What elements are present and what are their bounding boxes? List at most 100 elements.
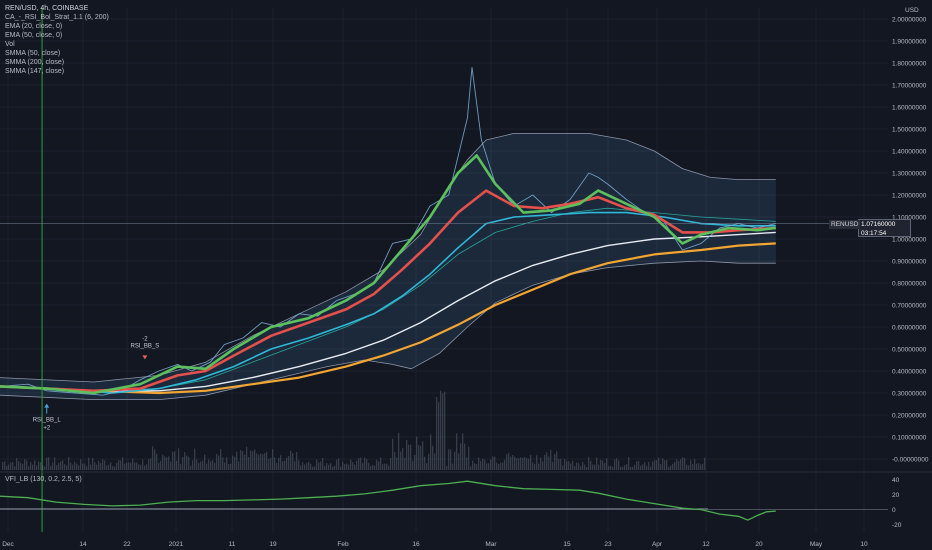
volume-bar <box>418 445 420 470</box>
volume-bar <box>128 462 130 470</box>
volume-bar <box>474 463 476 470</box>
legend-item[interactable]: SMMA (147, close) <box>5 68 65 75</box>
volume-bar <box>118 460 120 470</box>
legend-item[interactable]: EMA (20, close, 0) <box>5 23 63 30</box>
volume-bar <box>662 458 664 470</box>
volume-bar <box>374 465 376 470</box>
vfi-tick-label: 40 <box>892 477 900 484</box>
legend-item[interactable]: EMA (50, close, 0) <box>5 32 63 39</box>
volume-bar <box>674 461 676 470</box>
x-tick-label: 23 <box>604 541 612 548</box>
volume-bar <box>276 462 278 470</box>
volume-bar <box>26 460 28 470</box>
legend-item[interactable]: CA_-_RSI_Bol_Strat_1.1 (6, 200) <box>5 14 109 21</box>
volume-bar <box>528 458 530 470</box>
volume-bar <box>312 466 314 470</box>
volume-bar <box>678 461 680 470</box>
y-tick-label: 0.90000000 <box>892 259 927 266</box>
volume-bar <box>400 451 402 470</box>
volume-bar <box>140 464 142 470</box>
volume-bar <box>84 463 86 470</box>
volume-bar <box>266 451 268 470</box>
volume-bar <box>512 454 514 470</box>
y-tick-label: 1.00000000 <box>892 237 927 244</box>
volume-bar <box>540 457 542 470</box>
volume-bar <box>282 461 284 470</box>
volume-bar <box>466 457 468 470</box>
volume-bar <box>648 462 650 470</box>
volume-bar <box>454 451 456 470</box>
legend-item[interactable]: SMMA (200, close) <box>5 59 65 66</box>
volume-bar <box>608 466 610 470</box>
volume-bar <box>698 463 700 470</box>
volume-bar <box>278 457 280 470</box>
volume-bar <box>688 465 690 470</box>
volume-bar <box>144 465 146 470</box>
volume-bar <box>58 462 60 470</box>
volume-bar <box>426 463 428 470</box>
volume-bar <box>628 457 630 470</box>
volume-bar <box>160 460 162 470</box>
volume-bar <box>82 463 84 470</box>
volume-bar <box>700 464 702 470</box>
volume-bar <box>544 454 546 470</box>
volume-bar <box>72 464 74 470</box>
y-tick-label: 1.60000000 <box>892 105 927 112</box>
y-tick-label: 1.40000000 <box>892 149 927 156</box>
x-tick-label: Feb <box>337 541 349 548</box>
legend-item[interactable]: Vol <box>5 41 15 48</box>
annotation-value: -2 <box>142 336 148 342</box>
volume-bar <box>638 460 640 470</box>
volume-bar <box>478 457 480 470</box>
volume-bar <box>514 456 516 470</box>
volume-bar <box>548 456 550 470</box>
volume-bar <box>594 464 596 470</box>
volume-bar <box>598 464 600 470</box>
volume-bar <box>604 463 606 470</box>
volume-bar <box>428 453 430 470</box>
volume-bar <box>130 462 132 470</box>
vfi-tick-label: -20 <box>892 522 902 529</box>
volume-bar <box>432 445 434 470</box>
volume-bar <box>464 443 466 470</box>
volume-bar <box>618 460 620 470</box>
volume-bar <box>382 464 384 470</box>
volume-bar <box>652 461 654 470</box>
volume-bar <box>588 457 590 470</box>
volume-bar <box>8 464 10 470</box>
volume-bar <box>40 462 42 470</box>
volume-bar <box>690 460 692 470</box>
chart-series <box>0 66 776 400</box>
y-tick-label: 0.40000000 <box>892 369 927 376</box>
volume-bar <box>640 465 642 470</box>
series-bb-lower <box>0 260 776 400</box>
volume-bar <box>316 459 318 470</box>
volume-bar <box>430 434 432 470</box>
volume-bar <box>346 463 348 470</box>
volume-bar <box>352 462 354 470</box>
volume-bar <box>306 462 308 470</box>
volume-bar <box>244 454 246 470</box>
volume-bar <box>138 464 140 470</box>
vfi-pane: 40 20 0 -20 <box>0 477 902 529</box>
volume-bar <box>20 462 22 470</box>
legend-item[interactable]: SMMA (50, close) <box>5 50 61 57</box>
volume-bar <box>492 456 494 470</box>
volume-bar <box>610 465 612 470</box>
volume-bar <box>404 457 406 470</box>
volume-bar <box>254 449 256 470</box>
series-ema-50 <box>0 189 776 393</box>
volume-bar <box>302 462 304 470</box>
volume-bar <box>380 457 382 470</box>
volume-bar <box>180 464 182 470</box>
volume-bar <box>484 459 486 470</box>
vfi-legend[interactable]: VFI_LB (130, 0.2, 2.5, 5) <box>5 476 82 483</box>
volume-bar <box>86 466 88 470</box>
volume-bar <box>210 461 212 470</box>
volume-bar <box>534 464 536 470</box>
y-tick-label: 1.10000000 <box>892 215 927 222</box>
volume-bar <box>538 463 540 470</box>
volume-bar <box>36 465 38 470</box>
volume-bar <box>516 458 518 470</box>
